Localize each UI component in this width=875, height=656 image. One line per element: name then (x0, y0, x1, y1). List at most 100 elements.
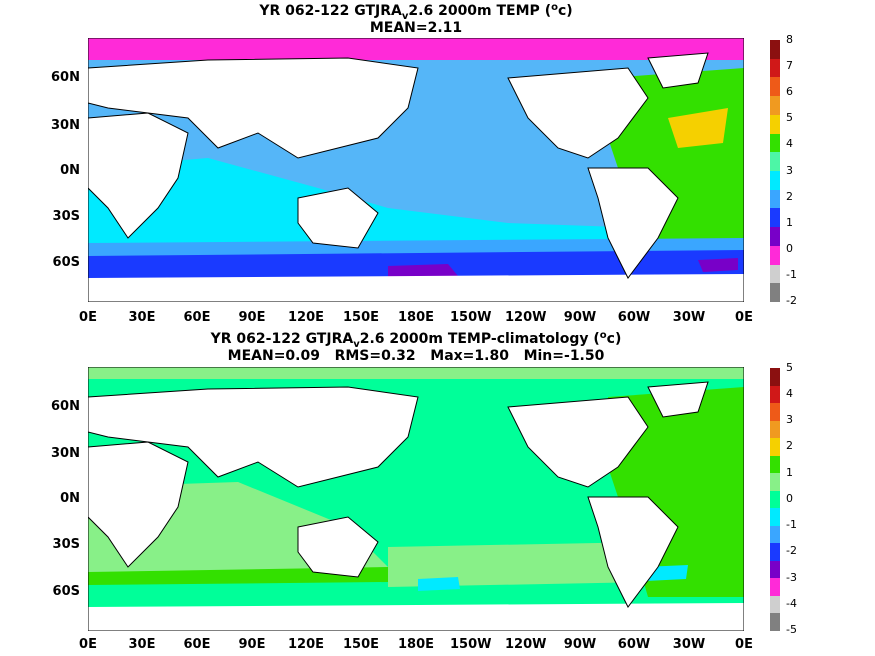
panel1-lon-tick: 150W (450, 310, 492, 325)
colorbar-segment (770, 473, 780, 492)
panel1-title-sub: v (401, 11, 409, 22)
panel2-cbar-label: 2 (786, 439, 793, 452)
panel2-lat-30s: 30S (52, 537, 80, 552)
panel1-stats: MEAN=2.11 (369, 20, 463, 36)
panel2-cbar-label: 4 (786, 387, 793, 400)
panel1-cbar-label: 4 (786, 137, 793, 150)
panel2-lon-tick: 120W (505, 637, 547, 652)
colorbar-segment (770, 227, 780, 247)
panel2-cbar-label: -4 (786, 597, 797, 610)
colorbar-segment (770, 264, 780, 284)
panel2-lon-tick: 150E (342, 637, 380, 652)
panel1-cbar-label: 0 (786, 242, 793, 255)
colorbar-segment (770, 403, 780, 422)
colorbar-segment (770, 40, 780, 59)
colorbar-segment (770, 490, 780, 509)
panel2-lon-tick: 60E (183, 637, 211, 652)
colorbar-segment (770, 58, 780, 78)
panel1-lon-tick: 90E (238, 310, 266, 325)
panel1-map (88, 38, 744, 302)
colorbar-segment (770, 77, 780, 97)
panel1-title-prefix: YR 062-122 GTJRA (259, 3, 402, 19)
panel1-title: YR 062-122 GTJRAv2.6 2000m TEMP (oc) (88, 0, 744, 25)
panel2-lon-tick: 180E (397, 637, 435, 652)
panel1-lon-tick: 150E (342, 310, 380, 325)
panel1-title-sup: o (551, 2, 558, 13)
panel1-lon-tick: 60E (183, 310, 211, 325)
panel2-lon-tick: 0E (79, 637, 97, 652)
colorbar-segment (770, 438, 780, 457)
panel2-lon-tick: 120E (287, 637, 325, 652)
colorbar-segment (770, 96, 780, 116)
panel1-lon-tick: 30W (672, 310, 706, 325)
panel1-lat-30n: 30N (51, 118, 80, 133)
panel2-lon-tick: 90W (563, 637, 597, 652)
panel2-lat-30n: 30N (51, 446, 80, 461)
colorbar-segment (770, 508, 780, 527)
panel2-stats: MEAN=0.09 RMS=0.32 Max=1.80 Min=-1.50 (227, 348, 605, 364)
panel1-title-suffix: c) (557, 3, 573, 19)
colorbar-segment (770, 152, 780, 172)
colorbar-segment (770, 543, 780, 562)
panel2-cbar-label: 1 (786, 466, 793, 479)
panel2-cbar-label: 3 (786, 413, 793, 426)
panel1-lat-0n: 0N (60, 163, 80, 178)
panel2-title-sup: o (599, 330, 607, 341)
colorbar-segment (770, 525, 780, 544)
panel1-lat-60n: 60N (51, 70, 80, 85)
colorbar-segment (770, 114, 780, 134)
panel1-lon-tick: 180E (397, 310, 435, 325)
panel2-cbar-label: -5 (786, 623, 797, 636)
colorbar-segment (770, 420, 780, 439)
panel2-title: YR 062-122 GTJRAv2.6 2000m TEMP-climatol… (88, 327, 744, 353)
colorbar-segment (770, 595, 780, 614)
colorbar-segment (770, 385, 780, 404)
panel2-lon-tick: 150W (450, 637, 492, 652)
colorbar-segment (770, 455, 780, 474)
panel2-cbar-label: 0 (786, 492, 793, 505)
panel1-cbar-label: 2 (786, 190, 793, 203)
colorbar-segment (770, 613, 780, 632)
panel1-cbar-label: 3 (786, 164, 793, 177)
panel2-title-prefix: YR 062-122 GTJRA (210, 331, 354, 347)
panel2-lon-tick: 90E (238, 637, 266, 652)
panel1-cbar-label: 1 (786, 216, 793, 229)
colorbar-segment (770, 283, 780, 303)
panel1-lon-tick: 120E (287, 310, 325, 325)
panel1-cbar-label: 6 (786, 85, 793, 98)
panel1-colorbar (770, 40, 780, 303)
panel1-cbar-label: -2 (786, 294, 797, 307)
panel1-title-mid: 2.6 2000m TEMP ( (408, 3, 552, 19)
panel1-cbar-label: -1 (786, 268, 797, 281)
panel2-lon-tick: 30E (128, 637, 156, 652)
colorbar-segment (770, 560, 780, 579)
panel2-cbar-label: 5 (786, 361, 793, 374)
colorbar-segment (770, 133, 780, 153)
panel1-lon-tick: 30E (128, 310, 156, 325)
panel2-map (88, 367, 744, 631)
panel2-cbar-label: -2 (786, 544, 797, 557)
panel2-lat-60s: 60S (52, 584, 80, 599)
panel1-lat-60s: 60S (52, 255, 80, 270)
colorbar-segment (770, 245, 780, 265)
panel1-lon-tick: 0E (735, 310, 753, 325)
panel2-title-suffix: c) (606, 331, 622, 347)
panel1-cbar-label: 7 (786, 59, 793, 72)
panel2-cbar-label: -1 (786, 518, 797, 531)
panel2-colorbar (770, 368, 780, 632)
panel1-lon-tick: 60W (617, 310, 651, 325)
panel1-lon-tick: 90W (563, 310, 597, 325)
panel2-lon-tick: 30W (672, 637, 706, 652)
colorbar-segment (770, 189, 780, 209)
panel1-cbar-label: 5 (786, 111, 793, 124)
panel2-lat-0n: 0N (60, 491, 80, 506)
panel2-title-mid: 2.6 2000m TEMP-climatology ( (359, 331, 600, 347)
panel2-cbar-label: -3 (786, 571, 797, 584)
panel2-lon-tick: 60W (617, 637, 651, 652)
colorbar-segment (770, 368, 780, 386)
panel2-lon-tick: 0E (735, 637, 753, 652)
panel1-lon-tick: 120W (505, 310, 547, 325)
colorbar-segment (770, 171, 780, 190)
colorbar-segment (770, 578, 780, 597)
colorbar-segment (770, 208, 780, 228)
